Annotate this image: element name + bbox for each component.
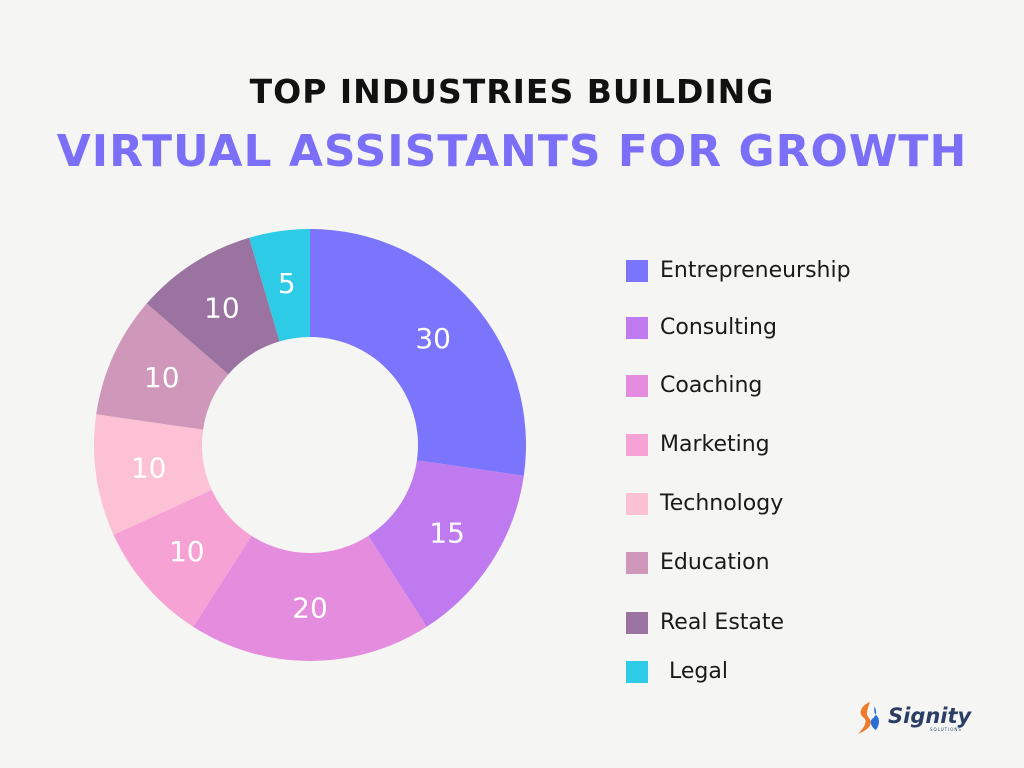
- brand-name: Signity: [888, 703, 972, 728]
- legend-item-consulting: Consulting: [626, 315, 777, 340]
- legend-item-marketing: Marketing: [626, 432, 770, 457]
- legend-swatch-real-estate: [626, 611, 648, 634]
- legend-label-consulting: Consulting: [660, 315, 777, 340]
- legend-label-entrepreneurship: Entrepreneurship: [660, 258, 851, 283]
- brand-sub: SOLUTIONS: [930, 726, 962, 732]
- legend-swatch-coaching: [626, 374, 648, 397]
- slice-label-education: 10: [144, 361, 180, 394]
- slice-real-estate: [146, 237, 280, 375]
- legend-swatch-education: [626, 551, 648, 574]
- slice-technology: [94, 414, 212, 535]
- slice-label-legal: 5: [278, 267, 296, 300]
- slice-marketing: [113, 489, 252, 627]
- legend-swatch-entrepreneurship: [626, 259, 648, 282]
- legend-label-marketing: Marketing: [660, 432, 770, 457]
- legend-label-education: Education: [660, 550, 770, 575]
- slice-label-entrepreneurship: 30: [415, 322, 451, 355]
- legend-swatch-legal: [626, 660, 648, 683]
- legend-item-legal: Legal: [626, 659, 728, 684]
- signity-logo-icon: [858, 702, 879, 734]
- chart-title-line1: TOP INDUSTRIES BUILDING: [249, 72, 775, 111]
- slice-coaching: [193, 535, 427, 661]
- legend-label-technology: Technology: [660, 491, 784, 516]
- legend-item-entrepreneurship: Entrepreneurship: [626, 258, 851, 283]
- slice-label-marketing: 10: [169, 535, 205, 568]
- legend-label-coaching: Coaching: [660, 373, 763, 398]
- slice-consulting: [368, 460, 524, 627]
- chart-title-line2: VIRTUAL ASSISTANTS FOR GROWTH: [56, 126, 968, 177]
- legend-label-legal: Legal: [669, 659, 728, 684]
- legend-item-education: Education: [626, 550, 770, 575]
- legend-item-coaching: Coaching: [626, 373, 762, 398]
- slice-label-real-estate: 10: [204, 291, 240, 324]
- slice-education: [96, 303, 229, 430]
- legend-label-real-estate: Real Estate: [660, 610, 785, 635]
- legend-swatch-technology: [626, 492, 648, 515]
- slice-label-coaching: 20: [292, 592, 328, 625]
- slice-entrepreneurship: [310, 229, 526, 476]
- legend-swatch-marketing: [626, 433, 648, 456]
- slice-legal: [249, 229, 310, 342]
- slice-label-consulting: 15: [429, 517, 465, 550]
- slice-label-technology: 10: [131, 452, 167, 485]
- legend-swatch-consulting: [626, 316, 648, 339]
- legend-item-technology: Technology: [626, 491, 783, 516]
- legend-item-real-estate: Real Estate: [626, 610, 784, 635]
- signity-logo: Signity SOLUTIONS: [852, 700, 971, 736]
